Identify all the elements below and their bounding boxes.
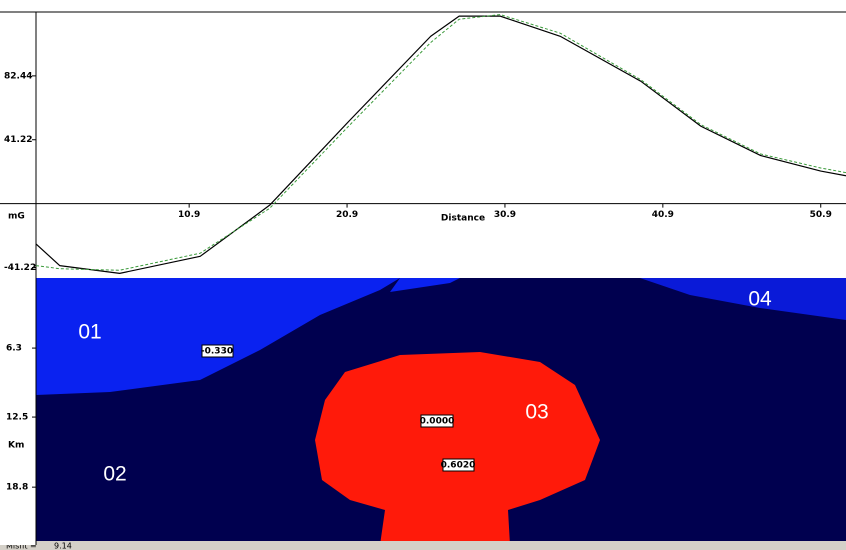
body-id: 03 xyxy=(525,401,548,424)
body-01-top xyxy=(390,278,460,292)
depth-tick-label: 18.8 xyxy=(6,483,28,493)
body-id: 04 xyxy=(748,288,772,311)
misfit-value: 9.14 xyxy=(54,542,72,550)
x-tick-label: 20.9 xyxy=(336,210,358,220)
body-03 xyxy=(315,352,600,545)
density-box xyxy=(420,414,454,428)
density-box xyxy=(201,344,234,358)
status-bar xyxy=(0,541,846,550)
depth-tick-label: 12.5 xyxy=(6,413,28,423)
misfit-label: Misfit = xyxy=(6,542,37,550)
density-box xyxy=(442,458,475,472)
y-tick-label: 41.22 xyxy=(4,135,32,145)
body-id: 02 xyxy=(103,463,126,486)
model-section: 01 02 03 04 -0.330 0.6020 0.0000 xyxy=(36,278,846,545)
profile-line xyxy=(35,15,846,274)
body-04 xyxy=(640,278,846,320)
y-tick-label: -41.22 xyxy=(4,263,36,273)
density-label: -0.330 xyxy=(201,347,233,357)
depth-axis-label: Km xyxy=(8,441,24,451)
density-label: 0.0000 xyxy=(420,417,455,427)
x-axis-label: Distance xyxy=(441,214,485,224)
profile-line xyxy=(35,14,846,271)
body-id: 01 xyxy=(78,321,101,344)
x-tick-label: 30.9 xyxy=(494,210,516,220)
y-axis-label: mG xyxy=(8,212,25,222)
body-01 xyxy=(36,278,400,395)
depth-axis-bg xyxy=(0,278,36,545)
x-tick-label: 10.9 xyxy=(178,210,200,220)
x-tick-label: 50.9 xyxy=(810,210,832,220)
depth-tick-label: 6.3 xyxy=(6,344,22,354)
y-tick-label: 82.44 xyxy=(4,71,32,81)
x-tick-label: 40.9 xyxy=(652,210,674,220)
density-label: 0.6020 xyxy=(441,461,476,471)
